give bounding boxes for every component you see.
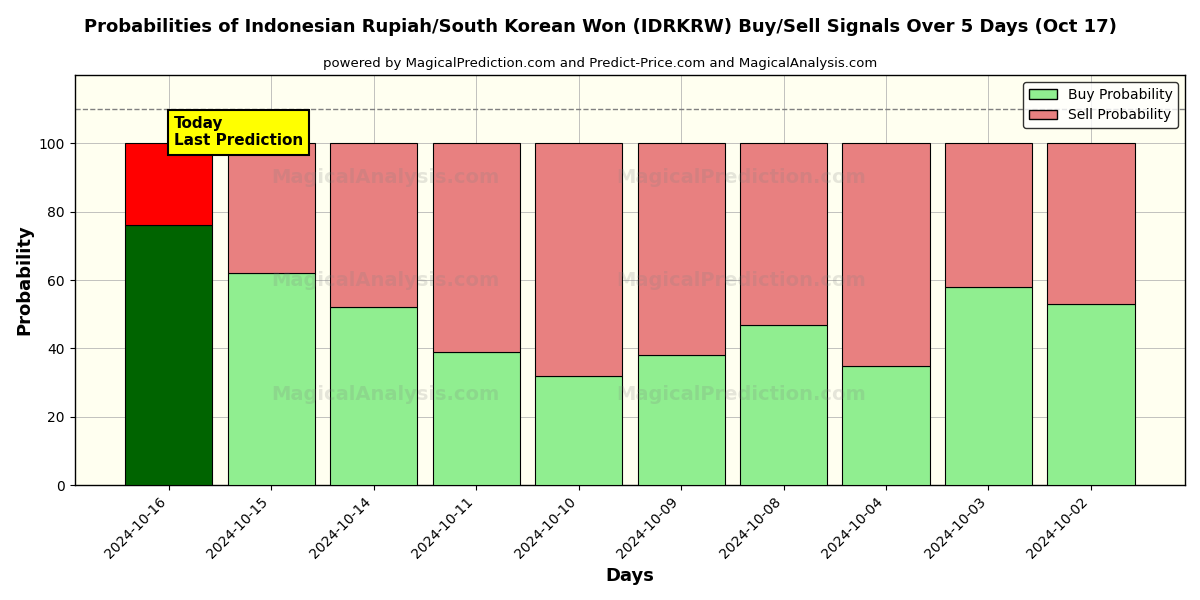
Text: MagicalAnalysis.com: MagicalAnalysis.com bbox=[271, 385, 499, 404]
Bar bbox=[1048, 143, 1134, 304]
Bar bbox=[842, 365, 930, 485]
Bar bbox=[637, 143, 725, 355]
Bar bbox=[432, 143, 520, 352]
Text: MagicalPrediction.com: MagicalPrediction.com bbox=[616, 385, 865, 404]
Text: powered by MagicalPrediction.com and Predict-Price.com and MagicalAnalysis.com: powered by MagicalPrediction.com and Pre… bbox=[323, 57, 877, 70]
Bar bbox=[228, 273, 314, 485]
Bar bbox=[740, 325, 827, 485]
Text: Today
Last Prediction: Today Last Prediction bbox=[174, 116, 304, 148]
Bar bbox=[740, 143, 827, 325]
Bar bbox=[125, 226, 212, 485]
Bar bbox=[637, 355, 725, 485]
Y-axis label: Probability: Probability bbox=[16, 225, 34, 335]
Bar bbox=[842, 143, 930, 365]
Bar bbox=[432, 352, 520, 485]
X-axis label: Days: Days bbox=[605, 567, 654, 585]
Bar bbox=[125, 143, 212, 226]
Bar bbox=[535, 143, 622, 376]
Bar bbox=[944, 287, 1032, 485]
Text: MagicalAnalysis.com: MagicalAnalysis.com bbox=[271, 168, 499, 187]
Text: MagicalPrediction.com: MagicalPrediction.com bbox=[616, 168, 865, 187]
Legend: Buy Probability, Sell Probability: Buy Probability, Sell Probability bbox=[1024, 82, 1178, 128]
Bar bbox=[330, 143, 418, 307]
Bar bbox=[330, 307, 418, 485]
Bar bbox=[535, 376, 622, 485]
Text: MagicalPrediction.com: MagicalPrediction.com bbox=[616, 271, 865, 290]
Text: MagicalAnalysis.com: MagicalAnalysis.com bbox=[271, 271, 499, 290]
Bar bbox=[1048, 304, 1134, 485]
Bar bbox=[944, 143, 1032, 287]
Bar bbox=[228, 143, 314, 273]
Text: Probabilities of Indonesian Rupiah/South Korean Won (IDRKRW) Buy/Sell Signals Ov: Probabilities of Indonesian Rupiah/South… bbox=[84, 18, 1116, 36]
